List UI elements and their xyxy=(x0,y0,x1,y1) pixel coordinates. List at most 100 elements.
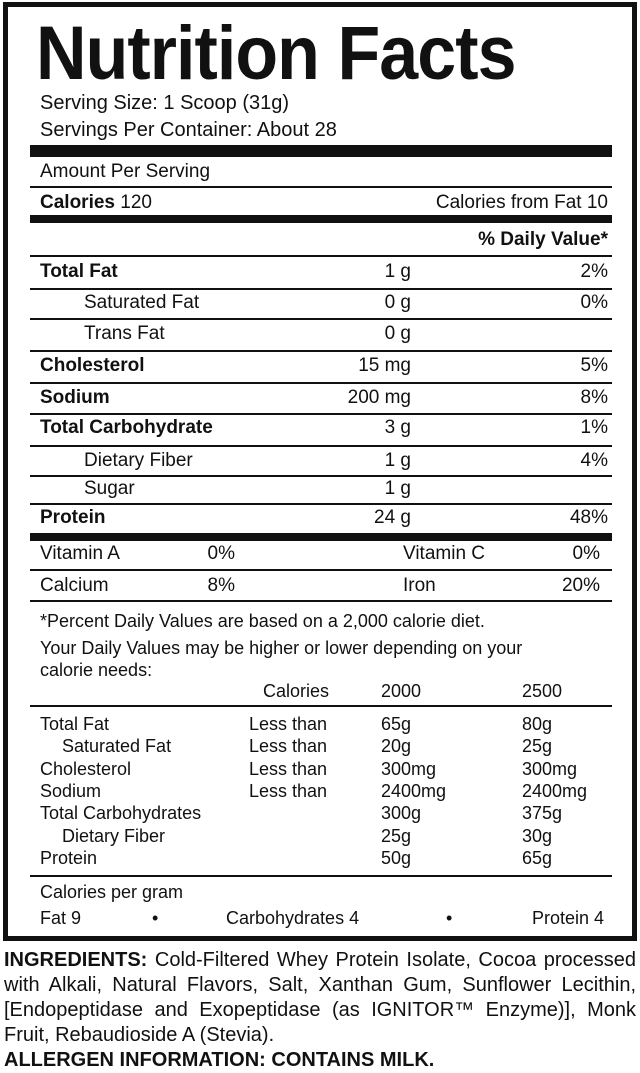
dv-row-2000: 300g xyxy=(381,803,422,824)
divider xyxy=(30,382,612,384)
dv-row-2500: 375g xyxy=(522,803,563,824)
nutrient-name: Dietary Fiber xyxy=(84,450,193,471)
ingredients: INGREDIENTS: Cold-Filtered Whey Protein … xyxy=(4,948,636,1048)
divider xyxy=(30,705,612,707)
divider xyxy=(30,255,612,257)
dv-row-2000: 65g xyxy=(381,714,412,734)
cpg-fat: Fat 9 xyxy=(40,908,82,928)
dv-row-limit: Less than xyxy=(249,758,328,779)
daily-value-header: % Daily Value* xyxy=(478,229,608,250)
dv-row-2500: 80g xyxy=(522,714,553,734)
thick-divider xyxy=(30,215,612,223)
divider xyxy=(30,318,612,320)
nutrition-facts-panel xyxy=(3,2,637,941)
nutrient-amount: 1 g xyxy=(384,261,411,282)
nutrient-dv: 1% xyxy=(580,417,608,438)
calories-value: 120 xyxy=(120,192,152,213)
dv-row-name: Dietary Fiber xyxy=(62,825,166,846)
vitamin-a-dv: 0% xyxy=(207,543,235,564)
nutrient-name: Sodium xyxy=(40,387,110,408)
bullet: • xyxy=(152,908,159,928)
dv-row-2000: 2400mg xyxy=(381,780,447,801)
dv-header-2000: 2000 xyxy=(381,681,422,701)
dv-row-limit: Less than xyxy=(249,714,328,734)
divider xyxy=(30,569,612,571)
divider xyxy=(30,186,612,188)
vitamin-c-dv: 0% xyxy=(572,543,600,564)
amount-per-serving: Amount Per Serving xyxy=(40,161,211,182)
dv-row-2500: 65g xyxy=(522,847,553,868)
nutrient-amount: 200 mg xyxy=(347,387,411,408)
ingredients-label: INGREDIENTS: xyxy=(4,949,148,971)
dv-row-2500: 25g xyxy=(522,736,553,757)
dv-row-2000: 300mg xyxy=(381,758,437,779)
thick-divider xyxy=(30,533,612,541)
nutrient-amount: 0 g xyxy=(384,323,411,344)
dv-header-calories: Calories xyxy=(263,681,330,701)
dv-row-limit: Less than xyxy=(249,736,328,757)
nutrient-name: Saturated Fat xyxy=(84,292,200,313)
bullet: • xyxy=(446,908,453,928)
dv-row-name: Cholesterol xyxy=(40,758,132,779)
divider xyxy=(30,503,612,505)
ingredients-text: Cold-Filtered Whey Protein Isolate, Coco… xyxy=(4,949,637,1046)
calories-row: Calories 120 xyxy=(40,192,152,214)
dv-row-limit: Less than xyxy=(249,780,328,801)
nutrient-name: Trans Fat xyxy=(84,323,165,344)
nutrient-amount: 1 g xyxy=(384,450,411,471)
nutrient-dv: 8% xyxy=(580,387,608,408)
nutrient-name: Total Carbohydrate xyxy=(40,417,213,438)
dv-row-name: Saturated Fat xyxy=(62,736,172,757)
dv-header-2500: 2500 xyxy=(522,681,563,701)
cpg-carbohydrates: Carbohydrates 4 xyxy=(226,908,360,928)
vitamin-a-label: Vitamin A xyxy=(40,543,120,564)
divider xyxy=(30,413,612,415)
calories-from-fat: Calories from Fat 10 xyxy=(435,192,608,213)
footnote-percent: *Percent Daily Values are based on a 2,0… xyxy=(40,611,485,631)
calories-per-gram: Calories per gram xyxy=(40,882,184,902)
nutrient-dv: 2% xyxy=(580,261,608,282)
dv-row-name: Sodium xyxy=(40,780,102,801)
nutrient-name: Cholesterol xyxy=(40,355,145,376)
divider xyxy=(30,288,612,290)
dv-row-name: Total Carbohydrates xyxy=(40,803,202,824)
serving-size: Serving Size: 1 Scoop (31g) xyxy=(40,92,290,114)
nutrient-name: Protein xyxy=(40,507,106,528)
dv-row-2000: 20g xyxy=(381,736,412,757)
nutrient-dv: 5% xyxy=(580,355,608,376)
divider xyxy=(30,475,612,477)
footnote-daily-values: Your Daily Values may be higher or lower… xyxy=(40,638,523,658)
calcium-label: Calcium xyxy=(40,575,109,596)
dv-row-2500: 30g xyxy=(522,825,553,846)
calories-label: Calories xyxy=(40,192,115,213)
divider xyxy=(30,350,612,352)
panel-title: Nutrition Facts xyxy=(36,11,516,96)
nutrient-amount: 1 g xyxy=(384,478,411,499)
nutrient-name: Total Fat xyxy=(40,261,118,282)
servings-per-container: Servings Per Container: About 28 xyxy=(40,119,337,141)
dv-row-name: Total Fat xyxy=(40,714,110,734)
nutrient-dv: 0% xyxy=(580,292,608,313)
nutrient-amount: 0 g xyxy=(384,292,411,313)
thick-divider xyxy=(30,145,612,157)
dv-row-2000: 50g xyxy=(381,847,412,868)
nutrient-dv: 48% xyxy=(569,507,608,528)
iron-dv: 20% xyxy=(561,575,600,596)
dv-row-2500: 2400mg xyxy=(522,780,588,801)
divider xyxy=(30,875,612,877)
divider xyxy=(30,445,612,447)
dv-row-name: Protein xyxy=(40,847,98,868)
nutrient-name: Sugar xyxy=(84,478,135,499)
calcium-dv: 8% xyxy=(207,575,235,596)
footnote-calorie-needs: calorie needs: xyxy=(40,660,153,680)
vitamin-c-label: Vitamin C xyxy=(403,543,486,564)
divider xyxy=(30,600,612,602)
iron-label: Iron xyxy=(403,575,436,596)
allergen-info: ALLERGEN INFORMATION: CONTAINS MILK. xyxy=(4,1049,435,1071)
cpg-protein: Protein 4 xyxy=(531,908,604,928)
nutrient-amount: 3 g xyxy=(384,417,411,438)
nutrient-dv: 4% xyxy=(580,450,608,471)
nutrient-amount: 24 g xyxy=(374,507,411,528)
dv-row-2000: 25g xyxy=(381,825,412,846)
dv-row-2500: 300mg xyxy=(522,758,578,779)
